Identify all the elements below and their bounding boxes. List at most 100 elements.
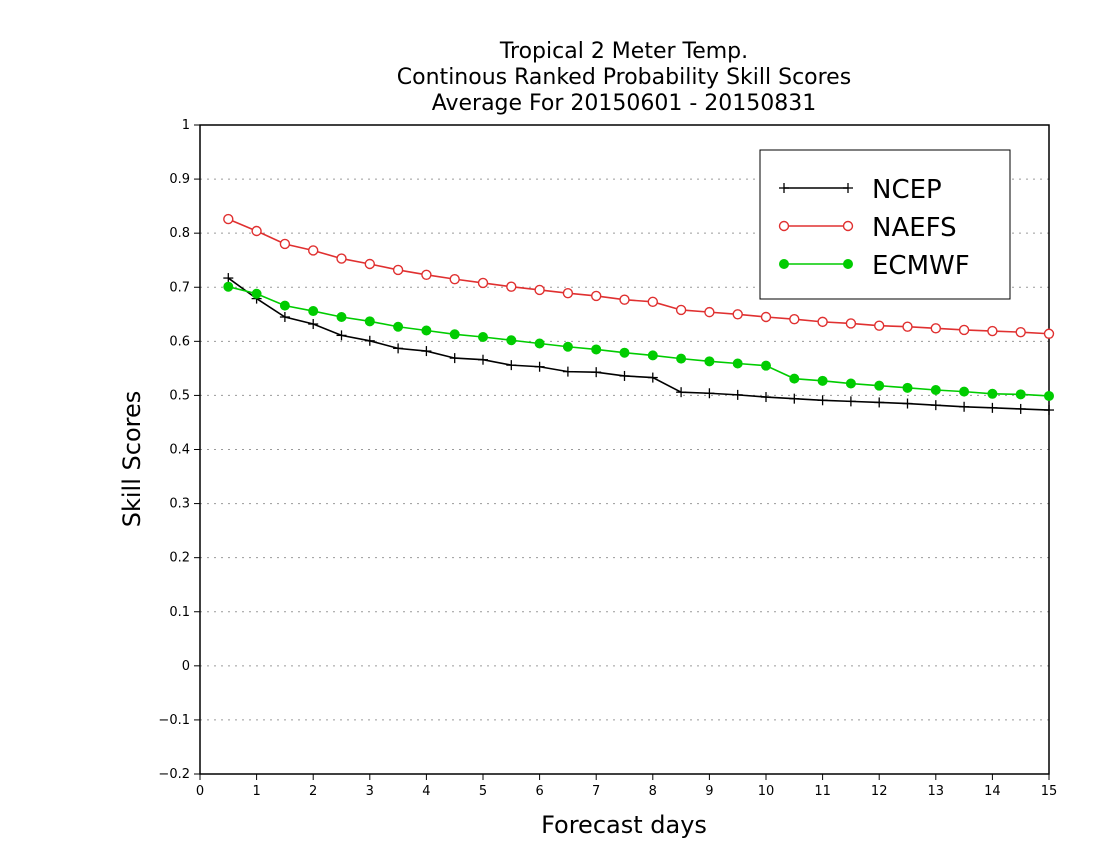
data-point-ncep bbox=[421, 346, 432, 357]
data-point-naefs bbox=[477, 277, 489, 289]
legend-marker-ncep bbox=[779, 183, 789, 193]
data-point-ecmwf bbox=[732, 358, 743, 369]
data-point-ecmwf bbox=[1015, 389, 1026, 400]
legend-item-ncep: NCEP bbox=[779, 175, 942, 205]
data-point-ecmwf bbox=[308, 306, 319, 317]
data-point-ecmwf bbox=[845, 378, 856, 389]
series-layer bbox=[223, 213, 1055, 416]
y-tick-label: 0.8 bbox=[169, 226, 190, 241]
data-point-ncep bbox=[959, 401, 970, 412]
data-point-naefs bbox=[506, 281, 517, 292]
data-point-ncep bbox=[874, 397, 885, 408]
data-point-ncep bbox=[704, 388, 715, 399]
y-tick-label: 0.1 bbox=[169, 605, 190, 620]
y-tick-label: 0.7 bbox=[169, 280, 190, 295]
data-point-naefs bbox=[336, 253, 347, 264]
data-point-naefs bbox=[449, 273, 460, 285]
legend-marker-naefs bbox=[778, 220, 790, 232]
x-tick-label: 6 bbox=[535, 784, 543, 799]
data-point-ncep bbox=[364, 335, 375, 346]
y-tick-label: 0.3 bbox=[169, 497, 190, 512]
data-point-naefs bbox=[845, 318, 857, 329]
x-tick-label: 8 bbox=[649, 784, 657, 799]
data-point-ecmwf bbox=[251, 288, 262, 299]
data-point-ncep bbox=[845, 396, 856, 407]
chart-title-line-3: Average For 20150601 - 20150831 bbox=[432, 91, 817, 116]
x-tick-label: 11 bbox=[814, 784, 831, 799]
y-axis: 1 0.9 0.8 0.7 0.6 0.5 0.4 0.3 0.2 0.1 0 −0.1 −0.2 bbox=[158, 118, 200, 782]
x-tick-label: 3 bbox=[366, 784, 374, 799]
data-point-ncep bbox=[817, 395, 828, 406]
data-point-naefs bbox=[675, 304, 687, 316]
data-point-ecmwf bbox=[562, 341, 573, 352]
x-tick-label: 5 bbox=[479, 784, 487, 799]
chart-title-line-1: Tropical 2 Meter Temp. bbox=[499, 39, 748, 64]
data-point-ncep bbox=[393, 343, 404, 354]
data-point-ecmwf bbox=[704, 356, 715, 367]
data-point-naefs bbox=[902, 321, 913, 332]
data-point-ecmwf bbox=[959, 386, 970, 397]
data-point-ncep bbox=[1015, 403, 1026, 414]
data-point-ecmwf bbox=[421, 325, 432, 336]
x-tick-label: 15 bbox=[1041, 784, 1058, 799]
data-point-ncep bbox=[336, 330, 347, 341]
data-point-ecmwf bbox=[817, 375, 828, 386]
data-point-ncep bbox=[308, 319, 319, 330]
x-tick-label: 10 bbox=[758, 784, 775, 799]
y-axis-label: Skill Scores bbox=[118, 391, 146, 528]
data-point-ncep bbox=[987, 402, 998, 413]
data-point-ecmwf bbox=[279, 300, 290, 311]
data-point-naefs bbox=[392, 264, 404, 276]
legend-label-naefs: NAEFS bbox=[872, 213, 957, 243]
data-point-ecmwf bbox=[393, 321, 404, 332]
data-point-ecmwf bbox=[874, 380, 885, 391]
y-tick-label: 0 bbox=[182, 659, 190, 674]
data-point-ncep bbox=[619, 370, 630, 381]
data-point-ecmwf bbox=[223, 281, 234, 292]
data-point-naefs bbox=[874, 320, 885, 331]
data-point-naefs bbox=[619, 294, 630, 305]
data-point-ecmwf bbox=[1044, 390, 1054, 401]
data-point-ncep bbox=[449, 353, 460, 364]
legend-item-naefs: NAEFS bbox=[778, 213, 957, 243]
data-point-naefs bbox=[251, 225, 262, 237]
y-tick-label: −0.1 bbox=[158, 713, 190, 728]
data-point-naefs bbox=[364, 258, 375, 270]
data-point-ncep bbox=[506, 360, 517, 371]
data-point-naefs bbox=[279, 238, 291, 250]
y-tick-label: 0.4 bbox=[169, 443, 190, 458]
y-tick-label: 0.2 bbox=[169, 551, 190, 566]
data-point-ncep bbox=[789, 393, 800, 404]
x-axis: 0 1 2 3 4 5 6 7 8 9 10 11 12 13 14 15 bbox=[196, 774, 1057, 799]
x-tick-label: 1 bbox=[252, 784, 260, 799]
y-tick-label: 1 bbox=[182, 118, 190, 133]
series-naefs bbox=[223, 213, 1055, 339]
data-point-ecmwf bbox=[478, 332, 488, 343]
legend: NCEP NAEFS ECMWF bbox=[759, 149, 1011, 300]
data-point-ecmwf bbox=[676, 353, 687, 364]
data-point-naefs bbox=[987, 325, 998, 337]
data-point-ecmwf bbox=[930, 385, 941, 396]
data-point-ncep bbox=[930, 400, 941, 411]
legend-item-ecmwf: ECMWF bbox=[779, 251, 970, 281]
y-tick-label: 0.6 bbox=[169, 334, 190, 349]
y-tick-label: 0.9 bbox=[169, 172, 190, 187]
data-point-naefs bbox=[760, 311, 772, 323]
data-point-naefs bbox=[1043, 328, 1055, 339]
x-tick-label: 12 bbox=[871, 784, 888, 799]
legend-box bbox=[759, 149, 1011, 300]
x-tick-label: 4 bbox=[422, 784, 430, 799]
data-point-naefs bbox=[1015, 326, 1026, 338]
data-point-ncep bbox=[591, 367, 602, 378]
x-tick-label: 14 bbox=[984, 784, 1001, 799]
data-point-ecmwf bbox=[449, 329, 460, 340]
chart-title-line-2: Continous Ranked Probability Skill Score… bbox=[397, 65, 851, 90]
data-point-ncep bbox=[223, 273, 234, 284]
data-point-naefs bbox=[562, 287, 574, 299]
legend-marker-ncep bbox=[843, 183, 853, 193]
data-point-ecmwf bbox=[364, 316, 375, 327]
series-ecmwf bbox=[223, 281, 1054, 401]
data-point-naefs bbox=[789, 313, 800, 325]
data-point-naefs bbox=[534, 284, 545, 296]
data-point-ecmwf bbox=[761, 360, 771, 371]
